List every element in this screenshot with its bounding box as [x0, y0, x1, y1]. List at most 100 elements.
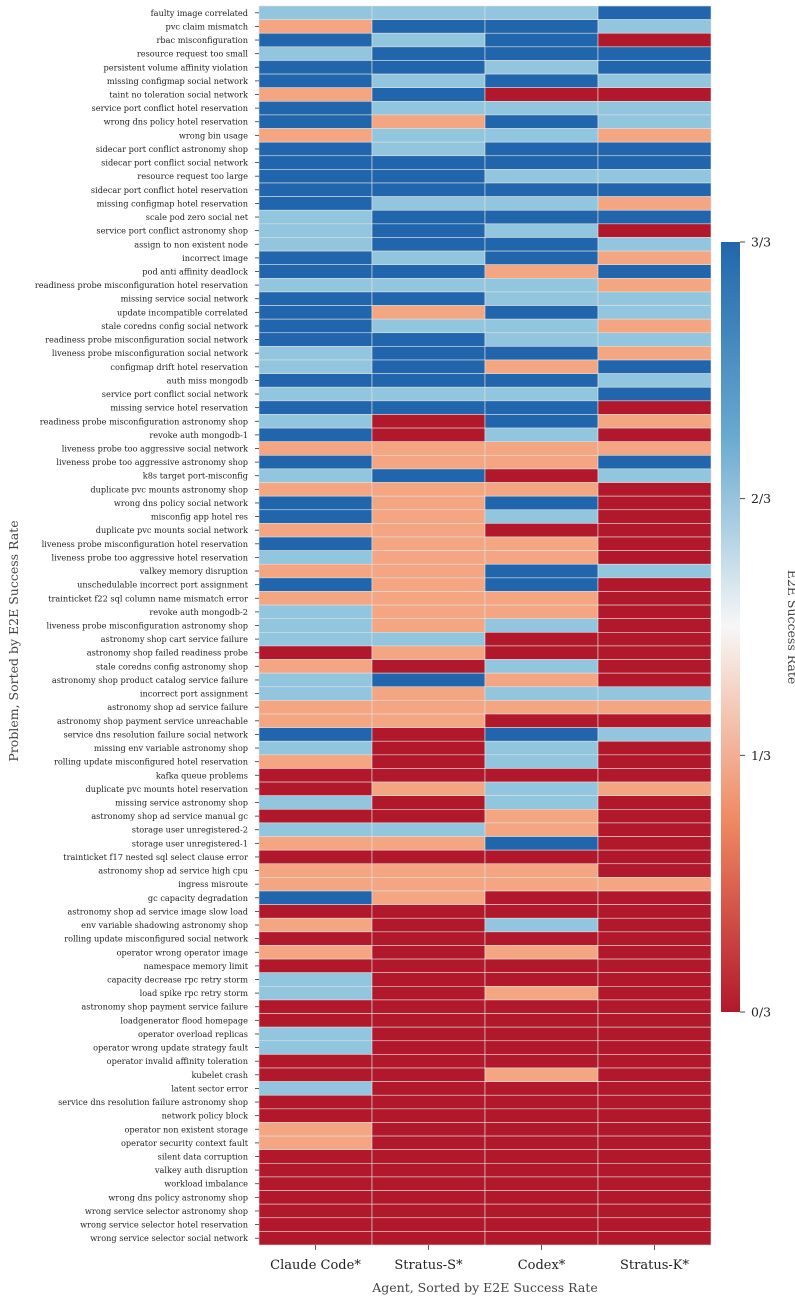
heatmap-cell	[484, 1094, 599, 1110]
problem-label: astronomy shop ad service image slow loa…	[67, 906, 248, 916]
heatmap-cell	[597, 1067, 712, 1082]
problem-label: liveness probe too aggressive social net…	[62, 444, 249, 454]
heatmap-cell	[484, 359, 599, 374]
problem-label: astronomy shop payment service failure	[81, 1002, 248, 1012]
heatmap-cell	[258, 563, 373, 579]
heatmap-cell	[258, 1067, 373, 1082]
problem-label: resource request too small	[137, 49, 249, 59]
heatmap-cell	[258, 264, 373, 279]
heatmap-cell	[484, 87, 599, 102]
problem-label: kubelet crash	[191, 1070, 248, 1080]
heatmap-cell	[371, 836, 486, 851]
heatmap-cell	[258, 1149, 373, 1164]
heatmap-cell	[258, 550, 373, 565]
heatmap-cell	[484, 455, 599, 470]
heatmap-cell	[258, 427, 373, 442]
problem-labels: faulty image correlated pvc claim mismatc…	[35, 8, 259, 1243]
heatmap-cell	[371, 536, 486, 551]
heatmap-cell	[484, 1217, 599, 1232]
heatmap-cell	[597, 931, 712, 946]
heatmap-cell	[597, 645, 712, 660]
heatmap-cell	[597, 1163, 712, 1178]
problem-label: stale coredns config astronomy shop	[96, 661, 248, 671]
heatmap-cell	[597, 264, 712, 279]
heatmap-cell	[371, 713, 486, 728]
problem-label: missing service hotel reservation	[110, 403, 248, 413]
heatmap-cell	[371, 523, 486, 538]
heatmap-cell	[371, 455, 486, 470]
heatmap-cell	[597, 1013, 712, 1028]
heatmap-cell	[484, 46, 599, 61]
heatmap-cell	[258, 890, 373, 905]
heatmap-cell	[258, 1054, 373, 1069]
heatmap-cell	[597, 972, 712, 987]
heatmap-cell	[484, 291, 599, 306]
heatmap-cell	[371, 495, 486, 511]
heatmap-cell	[484, 591, 599, 606]
problem-label: wrong dns policy hotel reservation	[104, 117, 249, 127]
heatmap-cell	[484, 332, 599, 347]
x-axis-title: Agent, Sorted by E2E Success Rate	[371, 1280, 598, 1295]
problem-label: wrong service selector social network	[90, 1233, 249, 1243]
problem-label: capacity decrease rpc retry storm	[107, 975, 248, 985]
heatmap-cell	[484, 1231, 599, 1246]
heatmap-cell	[484, 904, 599, 919]
heatmap-cell	[597, 495, 712, 511]
heatmap-cell	[597, 318, 712, 334]
problem-label: liveness probe too aggressive hotel rese…	[52, 552, 249, 562]
agent-labels: Claude Code* Stratus-S* Codex* Stratus-K*	[270, 1245, 689, 1273]
heatmap-cell	[371, 890, 486, 905]
heatmap-cell	[258, 509, 373, 524]
heatmap-cell	[371, 672, 486, 688]
problem-label: load spike rpc retry storm	[140, 988, 249, 998]
heatmap-cell	[371, 128, 486, 143]
problem-label: faulty image correlated	[151, 8, 248, 18]
heatmap-cell	[258, 1231, 373, 1246]
problem-label: revoke auth mongodb-2	[149, 607, 248, 617]
problem-label: rolling update misconfigured hotel reser…	[54, 757, 249, 767]
heatmap-cell	[597, 591, 712, 606]
heatmap-cell	[597, 958, 712, 973]
heatmap-cell	[371, 223, 486, 238]
heatmap-cell	[371, 863, 486, 878]
heatmap-cell	[484, 672, 599, 688]
heatmap-cell	[371, 1176, 486, 1191]
problem-label: gc capacity degradation	[148, 893, 249, 903]
colorbar: 0/3 1/3 2/3 3/3 E2E Success Rate	[721, 235, 795, 1020]
heatmap-cell	[371, 563, 486, 579]
heatmap-cell	[371, 291, 486, 306]
heatmap-cell	[597, 209, 712, 225]
heatmap-cell	[484, 169, 599, 184]
heatmap-cell	[484, 427, 599, 442]
heatmap-cell	[258, 373, 373, 388]
heatmap-cell	[258, 291, 373, 306]
heatmap-cell	[484, 890, 599, 905]
heatmap-cell	[484, 400, 599, 415]
problem-label: silent data corruption	[158, 1152, 249, 1162]
heatmap-cell	[597, 1231, 712, 1246]
heatmap-cell	[258, 1190, 373, 1205]
heatmap-cell	[597, 795, 712, 810]
problem-label: update incompatible correlated	[117, 307, 248, 317]
heatmap-cell	[258, 223, 373, 238]
heatmap-cell	[484, 999, 599, 1014]
problem-label: missing service astronomy shop	[115, 798, 248, 808]
heatmap-cell	[371, 686, 486, 701]
heatmap-cell	[258, 182, 373, 197]
heatmap-cell	[258, 468, 373, 483]
heatmap-cell	[597, 890, 712, 905]
heatmap-cell	[258, 727, 373, 742]
heatmap-cell	[371, 550, 486, 565]
heatmap-cell	[258, 359, 373, 374]
heatmap-cell	[597, 550, 712, 565]
heatmap-cell	[371, 877, 486, 892]
heatmap-cells	[258, 5, 712, 1246]
problem-label: duplicate pvc mounts social network	[96, 525, 249, 535]
problem-label: misconfig app hotel res	[151, 512, 248, 522]
heatmap-cell	[371, 958, 486, 973]
heatmap-cell	[597, 414, 712, 429]
heatmap-cell	[371, 373, 486, 388]
heatmap-cell	[484, 482, 599, 497]
heatmap-cell	[258, 863, 373, 878]
heatmap-cell	[484, 1040, 599, 1055]
